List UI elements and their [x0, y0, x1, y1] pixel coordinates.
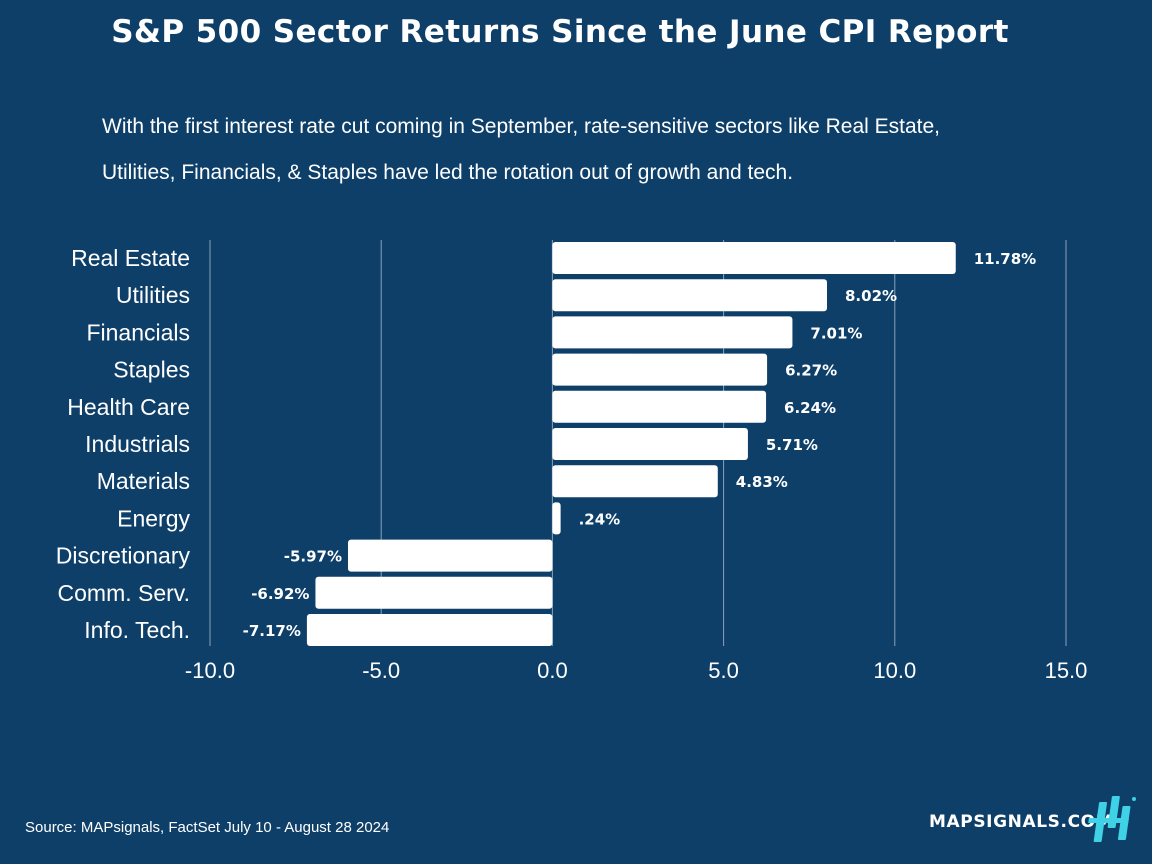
bar-1 [552, 279, 828, 312]
category-label-0: Real Estate [71, 245, 190, 271]
x-tick-label-5: 15.0 [1045, 658, 1088, 683]
category-label-1: Utilities [116, 282, 190, 308]
data-label-9: -6.92% [251, 585, 309, 603]
data-label-6: 4.83% [736, 473, 788, 491]
category-label-7: Energy [117, 505, 190, 531]
category-label-10: Info. Tech. [84, 617, 190, 643]
category-label-6: Materials [97, 468, 190, 494]
bar-7 [552, 502, 561, 535]
data-label-7: .24% [579, 510, 621, 528]
source-note: Source: MAPsignals, FactSet July 10 - Au… [25, 819, 390, 836]
x-tick-label-0: -10.0 [185, 658, 235, 683]
mapsignals-logo-icon [1088, 796, 1136, 842]
category-label-8: Discretionary [56, 543, 191, 569]
category-label-2: Financials [86, 319, 190, 345]
bar-10 [306, 614, 553, 646]
x-tick-label-4: 10.0 [873, 658, 916, 683]
data-label-0: 11.78% [974, 250, 1036, 268]
bar-0 [552, 242, 956, 274]
brand-name: MAPSIGNALS.COM [929, 812, 1114, 832]
bar-6 [552, 465, 718, 498]
data-label-8: -5.97% [284, 548, 342, 566]
data-label-10: -7.17% [243, 622, 301, 640]
bar-2 [552, 316, 793, 349]
subtitle-line-2: Utilities, Financials, & Staples have le… [102, 161, 794, 184]
category-label-5: Industrials [85, 431, 190, 457]
bar-8 [347, 539, 553, 572]
chart-title: S&P 500 Sector Returns Since the June CP… [111, 14, 1009, 50]
bar-9 [315, 576, 553, 609]
x-tick-label-3: 5.0 [708, 658, 739, 683]
data-label-2: 7.01% [810, 324, 862, 342]
subtitle-line-1: With the first interest rate cut coming … [102, 115, 941, 138]
category-label-9: Comm. Serv. [58, 580, 190, 606]
bar-3 [552, 353, 768, 386]
data-label-5: 5.71% [766, 436, 818, 454]
category-label-4: Health Care [67, 394, 190, 420]
category-label-3: Staples [113, 357, 190, 383]
data-label-3: 6.27% [785, 362, 837, 380]
data-label-1: 8.02% [845, 287, 897, 305]
bar-4 [552, 390, 767, 423]
data-label-4: 6.24% [784, 399, 836, 417]
x-tick-label-2: 0.0 [537, 658, 568, 683]
x-tick-label-1: -5.0 [362, 658, 400, 683]
bar-5 [552, 428, 748, 460]
